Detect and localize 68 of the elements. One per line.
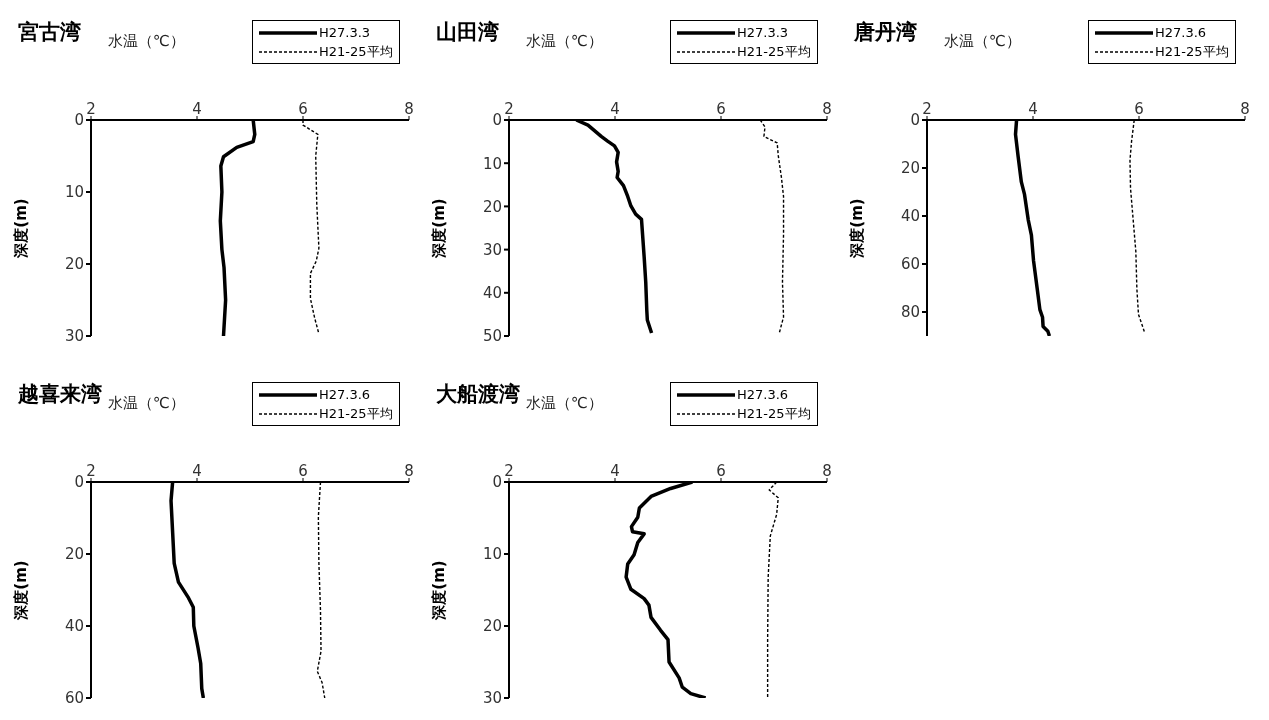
x-tick-label: 8	[404, 100, 414, 118]
x-tick-label: 8	[1240, 100, 1250, 118]
x-axis-title: 水温（℃）	[526, 394, 603, 413]
y-tick-label: 0	[492, 473, 502, 492]
y-tick-label: 20	[64, 255, 84, 274]
x-axis-title: 水温（℃）	[108, 394, 185, 413]
y-tick-label: 40	[64, 617, 84, 636]
y-tick-label: 60	[64, 689, 84, 708]
y-tick-label: 20	[64, 545, 84, 564]
x-tick-label: 4	[1028, 100, 1038, 118]
x-tick-label: 4	[192, 462, 202, 480]
y-tick-label: 0	[910, 111, 920, 130]
legend-label: H21-25平均	[737, 405, 811, 423]
y-axis-title: 深度(m)	[430, 560, 449, 621]
x-axis-title: 水温（℃）	[526, 32, 603, 51]
y-tick-label: 0	[74, 111, 84, 130]
legend-label: H21-25平均	[1155, 43, 1229, 61]
x-tick-label: 2	[86, 462, 96, 480]
legend-label: H27.3.6	[319, 386, 371, 404]
y-tick-label: 80	[900, 303, 920, 322]
x-tick-label: 6	[298, 462, 308, 480]
legend-label: H27.3.6	[1155, 24, 1207, 42]
y-tick-label: 0	[74, 473, 84, 492]
y-tick-label: 40	[482, 284, 502, 303]
chart-title: 宮古湾	[18, 19, 81, 46]
x-tick-label: 2	[86, 100, 96, 118]
y-tick-label: 20	[482, 197, 502, 216]
y-tick-label: 60	[900, 255, 920, 274]
chart-title: 唐丹湾	[854, 19, 917, 46]
y-axis-title: 深度(m)	[848, 198, 867, 259]
y-tick-label: 40	[900, 207, 920, 226]
x-tick-label: 4	[192, 100, 202, 118]
x-tick-label: 8	[822, 462, 832, 480]
x-tick-label: 6	[716, 100, 726, 118]
y-tick-label: 30	[482, 689, 502, 708]
x-axis-title: 水温（℃）	[944, 32, 1021, 51]
chart-title: 大船渡湾	[436, 381, 520, 408]
y-tick-label: 0	[492, 111, 502, 130]
y-tick-label: 30	[64, 327, 84, 346]
chart-title: 山田湾	[436, 19, 499, 46]
legend-label: H27.3.3	[737, 24, 789, 42]
x-tick-label: 6	[298, 100, 308, 118]
x-tick-label: 2	[504, 462, 514, 480]
chart-title: 越喜来湾	[18, 381, 102, 408]
legend-label: H21-25平均	[319, 43, 393, 61]
y-axis-title: 深度(m)	[12, 198, 31, 259]
x-axis-title: 水温（℃）	[108, 32, 185, 51]
y-axis-title: 深度(m)	[12, 560, 31, 621]
x-tick-label: 2	[922, 100, 932, 118]
y-tick-label: 50	[482, 327, 502, 346]
x-tick-label: 6	[1134, 100, 1144, 118]
x-tick-label: 8	[822, 100, 832, 118]
legend-label: H21-25平均	[737, 43, 811, 61]
y-axis-title: 深度(m)	[430, 198, 449, 259]
legend-label: H27.3.6	[737, 386, 789, 404]
y-tick-label: 10	[482, 154, 502, 173]
y-tick-label: 30	[482, 240, 502, 259]
x-tick-label: 6	[716, 462, 726, 480]
y-tick-label: 20	[482, 617, 502, 636]
x-tick-label: 4	[610, 100, 620, 118]
x-tick-label: 8	[404, 462, 414, 480]
x-tick-label: 4	[610, 462, 620, 480]
x-tick-label: 2	[504, 100, 514, 118]
legend-label: H27.3.3	[319, 24, 371, 42]
y-tick-label: 10	[64, 183, 84, 202]
y-tick-label: 20	[900, 159, 920, 178]
legend-label: H21-25平均	[319, 405, 393, 423]
y-tick-label: 10	[482, 545, 502, 564]
